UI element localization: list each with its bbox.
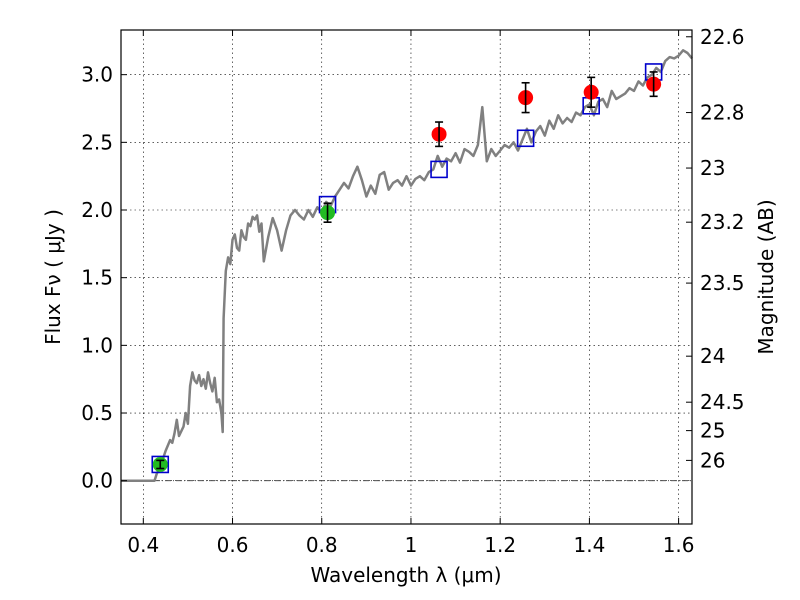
grid-lines <box>121 30 692 524</box>
x-axis-label: Wavelength λ (μm) <box>310 563 501 587</box>
y2-tick-label: 24.5 <box>700 390 745 414</box>
y2-tick-label: 25 <box>700 419 725 443</box>
axis-ticks: 0.4 0.6 0.8 1 1.2 1.4 1.6 0.0 0.5 1.0 1.5 2.0 2.5 3.0… <box>81 25 744 557</box>
y-tick-label: 1.0 <box>81 333 113 357</box>
x-tick-label: 0.8 <box>306 533 338 557</box>
y-tick-label: 3.0 <box>81 63 113 87</box>
y2-tick-label: 23.2 <box>700 210 745 234</box>
y-tick-label: 2.5 <box>81 130 113 154</box>
y-axis-label: Flux Fν ( μJy ) <box>41 209 65 345</box>
y-tick-label: 2.0 <box>81 198 113 222</box>
x-tick-label: 1 <box>405 533 418 557</box>
y2-tick-label: 23 <box>700 156 725 180</box>
y2-tick-label: 22.8 <box>700 101 745 125</box>
x-tick-label: 1.2 <box>484 533 516 557</box>
model-sed-line <box>121 49 693 482</box>
x-tick-label: 0.6 <box>217 533 249 557</box>
plot-frame <box>120 29 693 525</box>
x-tick-label: 1.6 <box>663 533 695 557</box>
x-tick-label: 1.4 <box>573 533 605 557</box>
plot-content <box>121 49 693 482</box>
plot-area <box>121 30 692 524</box>
y-tick-label: 0.0 <box>81 469 113 493</box>
x-tick-label: 0.4 <box>127 533 159 557</box>
y2-tick-label: 26 <box>700 448 725 472</box>
model-photometry-square <box>430 160 448 179</box>
y2-tick-label: 23.5 <box>700 271 745 295</box>
y2-axis-label: Magnitude (AB) <box>754 199 778 354</box>
model-photometry-square <box>516 129 535 148</box>
y-tick-label: 1.5 <box>81 266 113 290</box>
y2-tick-label: 24 <box>700 344 725 368</box>
y-tick-label: 0.5 <box>81 401 113 425</box>
y2-tick-label: 22.6 <box>700 25 745 49</box>
model-photometry-square <box>151 455 170 474</box>
